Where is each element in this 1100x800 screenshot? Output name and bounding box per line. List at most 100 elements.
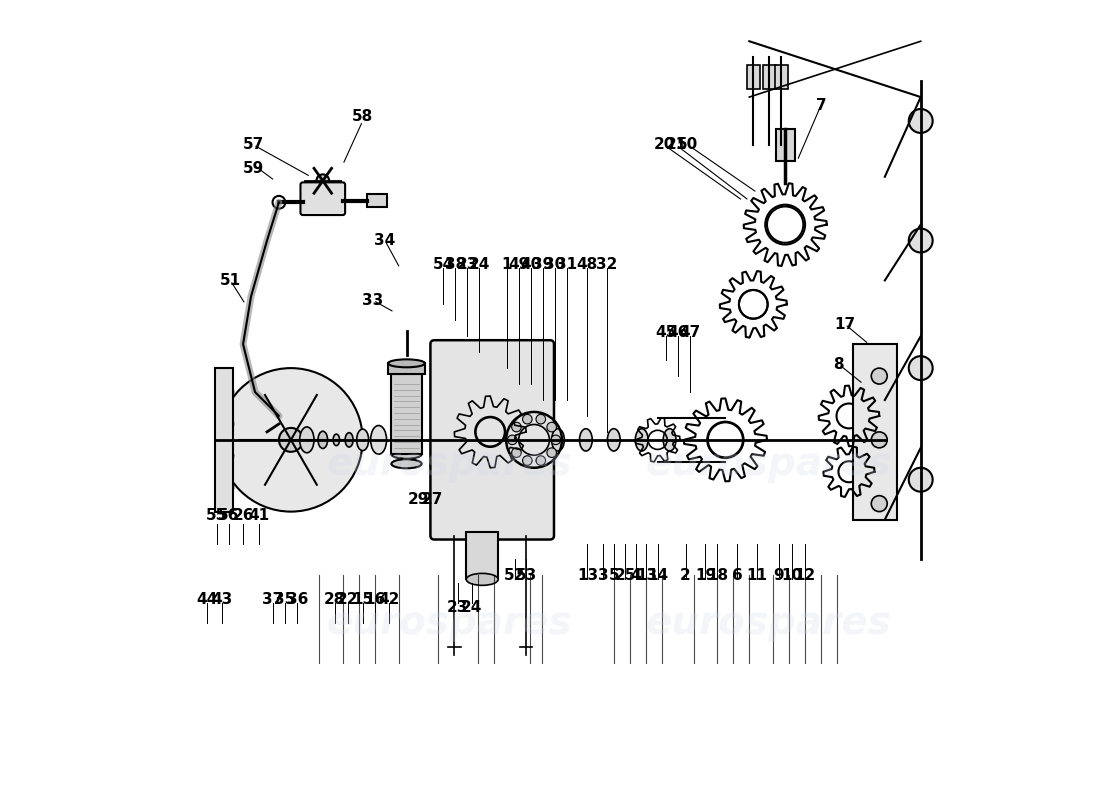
Ellipse shape xyxy=(466,574,498,586)
Text: 43: 43 xyxy=(211,592,232,607)
Text: 13: 13 xyxy=(576,568,598,583)
Text: 24: 24 xyxy=(469,257,490,272)
Text: 17: 17 xyxy=(835,317,856,332)
Text: 11: 11 xyxy=(747,568,768,583)
Text: 15: 15 xyxy=(352,592,373,607)
Circle shape xyxy=(547,422,557,432)
Circle shape xyxy=(507,435,517,445)
Circle shape xyxy=(221,418,233,430)
Circle shape xyxy=(871,432,888,448)
Bar xyxy=(763,65,776,89)
Text: 22: 22 xyxy=(337,592,359,607)
Text: 49: 49 xyxy=(508,257,529,272)
Text: 57: 57 xyxy=(243,138,264,152)
Ellipse shape xyxy=(392,459,421,468)
Bar xyxy=(388,363,425,374)
Circle shape xyxy=(522,456,532,466)
Circle shape xyxy=(909,109,933,133)
Circle shape xyxy=(536,456,546,466)
Bar xyxy=(216,368,233,512)
Text: 18: 18 xyxy=(707,568,728,583)
FancyBboxPatch shape xyxy=(430,340,554,539)
Text: 31: 31 xyxy=(557,257,578,272)
Text: 54: 54 xyxy=(432,257,454,272)
Text: 45: 45 xyxy=(654,325,676,340)
Text: eurospares: eurospares xyxy=(646,445,891,482)
Text: 52: 52 xyxy=(504,568,526,583)
Text: 53: 53 xyxy=(516,568,537,583)
Text: 42: 42 xyxy=(378,592,399,607)
Circle shape xyxy=(909,468,933,492)
Text: 10: 10 xyxy=(781,568,802,583)
Text: 28: 28 xyxy=(324,592,345,607)
Text: 47: 47 xyxy=(679,325,700,340)
Text: 34: 34 xyxy=(374,233,396,248)
Text: 12: 12 xyxy=(794,568,816,583)
Text: 2: 2 xyxy=(680,568,691,583)
Text: 38: 38 xyxy=(444,257,465,272)
Bar xyxy=(774,65,788,89)
Bar xyxy=(366,194,386,207)
Circle shape xyxy=(219,368,363,512)
Text: 9: 9 xyxy=(773,568,784,583)
Text: 3: 3 xyxy=(598,568,608,583)
Text: 55: 55 xyxy=(206,508,228,523)
Circle shape xyxy=(221,482,233,494)
Bar xyxy=(466,531,498,579)
Circle shape xyxy=(536,414,546,424)
FancyBboxPatch shape xyxy=(300,182,345,215)
Circle shape xyxy=(279,428,302,452)
Text: 46: 46 xyxy=(667,325,689,340)
Circle shape xyxy=(909,356,933,380)
Ellipse shape xyxy=(636,429,648,451)
Bar xyxy=(747,65,760,89)
Text: 50: 50 xyxy=(678,138,698,152)
Circle shape xyxy=(512,448,521,458)
Text: 4: 4 xyxy=(630,568,641,583)
Text: 5: 5 xyxy=(608,568,619,583)
Text: 24: 24 xyxy=(461,600,483,614)
Text: 19: 19 xyxy=(695,568,716,583)
Circle shape xyxy=(221,450,233,462)
Ellipse shape xyxy=(388,359,425,367)
Text: 23: 23 xyxy=(456,257,477,272)
Bar xyxy=(776,129,794,161)
Text: 23: 23 xyxy=(447,600,469,614)
Ellipse shape xyxy=(333,434,340,446)
Text: 39: 39 xyxy=(532,257,553,272)
Text: 21: 21 xyxy=(666,138,686,152)
Text: 40: 40 xyxy=(520,257,541,272)
Text: 27: 27 xyxy=(421,492,442,507)
Text: 29: 29 xyxy=(408,492,429,507)
Text: 58: 58 xyxy=(352,110,373,125)
Text: 8: 8 xyxy=(834,357,844,372)
Circle shape xyxy=(871,496,888,512)
Circle shape xyxy=(221,386,233,398)
Text: 44: 44 xyxy=(197,592,218,607)
Ellipse shape xyxy=(356,429,369,450)
Ellipse shape xyxy=(345,433,353,447)
Text: 13: 13 xyxy=(636,568,657,583)
Text: 35: 35 xyxy=(274,592,295,607)
Ellipse shape xyxy=(607,429,620,451)
Ellipse shape xyxy=(392,450,421,458)
Text: 33: 33 xyxy=(362,293,384,308)
Bar xyxy=(392,374,421,454)
Ellipse shape xyxy=(551,429,564,451)
Ellipse shape xyxy=(580,429,592,451)
Circle shape xyxy=(551,435,561,445)
Text: 1: 1 xyxy=(502,257,513,272)
Text: 14: 14 xyxy=(647,568,668,583)
Circle shape xyxy=(522,414,532,424)
Text: 48: 48 xyxy=(576,257,597,272)
Text: 32: 32 xyxy=(596,257,617,272)
Circle shape xyxy=(909,229,933,253)
Text: 51: 51 xyxy=(220,273,241,288)
Circle shape xyxy=(317,174,329,187)
Bar xyxy=(852,344,896,519)
Ellipse shape xyxy=(663,429,676,451)
Text: 59: 59 xyxy=(243,162,264,176)
Circle shape xyxy=(547,448,557,458)
Text: 25: 25 xyxy=(614,568,636,583)
Circle shape xyxy=(871,368,888,384)
